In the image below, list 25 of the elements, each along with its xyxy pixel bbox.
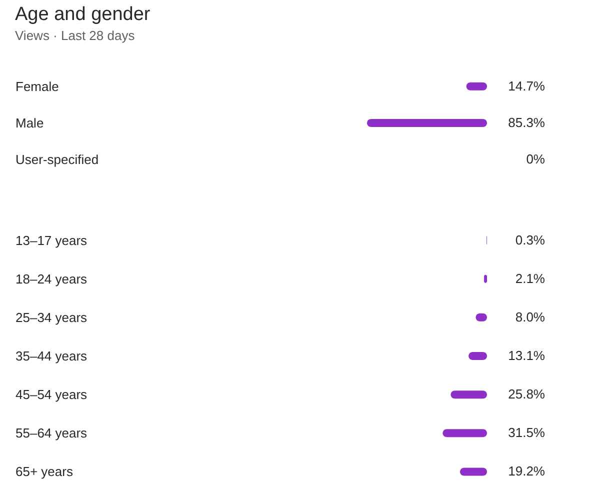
- y-tick-label: 25–34 years: [16, 310, 88, 325]
- y-tick-label: 35–44 years: [16, 348, 88, 364]
- data-label: 25.8%: [508, 386, 546, 402]
- data-label: 13.1%: [508, 348, 546, 363]
- bar: [450, 390, 487, 399]
- y-tick-label: Female: [16, 78, 59, 94]
- y-tick-label: 18–24 years: [16, 271, 88, 286]
- bar: [460, 468, 487, 476]
- data-label: 19.2%: [508, 464, 546, 479]
- bar: [442, 429, 487, 438]
- y-tick-label: 13–17 years: [16, 232, 88, 248]
- data-label: 0.3%: [515, 232, 546, 248]
- data-label: 8.0%: [515, 309, 546, 324]
- data-label: 31.5%: [508, 425, 546, 440]
- y-tick-label: User-specified: [16, 152, 99, 168]
- y-tick-label: Male: [16, 116, 44, 130]
- data-label: 85.3%: [508, 115, 546, 130]
- y-tick-label: 55–64 years: [16, 426, 88, 441]
- data-label: 14.7%: [508, 78, 546, 94]
- y-tick-label: 45–54 years: [16, 387, 88, 402]
- y-tick-label: 65+ years: [16, 464, 74, 480]
- text: Views · Last 28 days: [15, 28, 136, 43]
- data-label: 0%: [526, 152, 546, 167]
- data-label: 2.1%: [515, 270, 546, 286]
- text: Age and gender: [15, 4, 151, 25]
